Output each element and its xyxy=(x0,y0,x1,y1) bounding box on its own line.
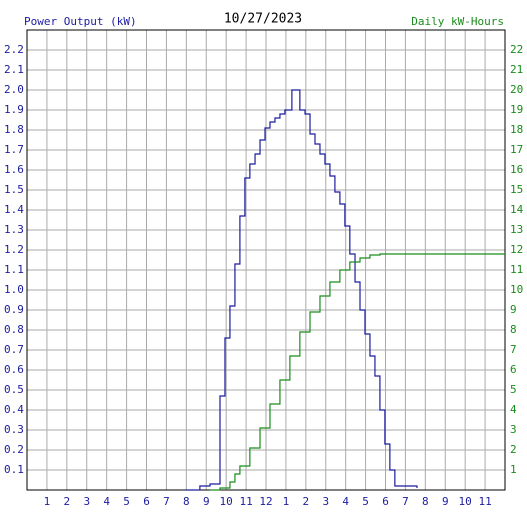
y-tick-label: 0.6 xyxy=(4,363,24,376)
y2-tick-label: 10 xyxy=(510,283,523,296)
x-tick-label: 4 xyxy=(103,495,110,508)
y2-tick-label: 5 xyxy=(510,383,517,396)
x-tick-label: 5 xyxy=(123,495,130,508)
y-tick-label: 2.2 xyxy=(4,43,24,56)
y-tick-label: 1.3 xyxy=(4,223,24,236)
y-tick-label: 0.4 xyxy=(4,403,24,416)
y2-tick-label: 15 xyxy=(510,183,523,196)
y2-tick-label: 6 xyxy=(510,363,517,376)
x-tick-label: 10 xyxy=(459,495,472,508)
y-tick-label: 1.5 xyxy=(4,183,24,196)
y2-tick-label: 17 xyxy=(510,143,523,156)
x-tick-label: 2 xyxy=(64,495,71,508)
y2-tick-label: 12 xyxy=(510,243,523,256)
y2-axis-label: Daily kW-Hours xyxy=(411,15,504,28)
plot-border xyxy=(26,29,506,491)
chart-title: 10/27/2023 xyxy=(224,12,302,27)
x-tick-label: 1 xyxy=(283,495,290,508)
y2-tick-label: 7 xyxy=(510,343,517,356)
x-tick-label: 10 xyxy=(220,495,233,508)
y-tick-label: 0.7 xyxy=(4,343,24,356)
x-tick-label: 5 xyxy=(362,495,369,508)
y-tick-label: 1.9 xyxy=(4,103,24,116)
y-tick-label: 1.7 xyxy=(4,143,24,156)
y2-tick-label: 8 xyxy=(510,323,517,336)
x-tick-label: 9 xyxy=(442,495,449,508)
x-tick-label: 6 xyxy=(143,495,150,508)
y2-tick-label: 11 xyxy=(510,263,523,276)
x-tick-label: 8 xyxy=(422,495,429,508)
x-tick-label: 8 xyxy=(183,495,190,508)
y-axis-label: Power Output (kW) xyxy=(24,15,137,28)
y-tick-label: 0.1 xyxy=(4,463,24,476)
data-line xyxy=(210,253,505,491)
y-tick-label: 1.2 xyxy=(4,243,24,256)
y-tick-label: 1.8 xyxy=(4,123,24,136)
x-tick-label: 7 xyxy=(402,495,409,508)
y2-tick-label: 19 xyxy=(510,103,523,116)
y2-tick-label: 3 xyxy=(510,423,517,436)
y-tick-label: 1.0 xyxy=(4,283,24,296)
y2-tick-label: 1 xyxy=(510,463,517,476)
x-tick-label: 7 xyxy=(163,495,170,508)
y-tick-label: 1.1 xyxy=(4,263,24,276)
data-line xyxy=(184,89,418,491)
y2-tick-label: 22 xyxy=(510,43,523,56)
y-tick-label: 1.4 xyxy=(4,203,24,216)
x-tick-label: 3 xyxy=(83,495,90,508)
y-tick-label: 0.3 xyxy=(4,423,24,436)
y-tick-label: 1.6 xyxy=(4,163,24,176)
y2-tick-label: 4 xyxy=(510,403,517,416)
y2-tick-label: 18 xyxy=(510,123,523,136)
y2-tick-label: 14 xyxy=(510,203,524,216)
y2-tick-label: 2 xyxy=(510,443,517,456)
x-tick-label: 6 xyxy=(382,495,389,508)
x-tick-label: 11 xyxy=(478,495,491,508)
x-tick-label: 3 xyxy=(322,495,329,508)
y-tick-label: 2.1 xyxy=(4,63,24,76)
y2-tick-label: 16 xyxy=(510,163,523,176)
y2-tick-label: 13 xyxy=(510,223,523,236)
y-tick-label: 0.2 xyxy=(4,443,24,456)
y2-tick-label: 9 xyxy=(510,303,517,316)
x-tick-label: 9 xyxy=(203,495,210,508)
x-tick-label: 12 xyxy=(259,495,272,508)
y-tick-label: 0.8 xyxy=(4,323,24,336)
y2-tick-label: 21 xyxy=(510,63,523,76)
y-tick-label: 0.9 xyxy=(4,303,24,316)
y2-tick-label: 20 xyxy=(510,83,523,96)
x-tick-label: 2 xyxy=(303,495,310,508)
y-tick-label: 2.0 xyxy=(4,83,24,96)
y-tick-label: 0.5 xyxy=(4,383,24,396)
x-tick-label: 1 xyxy=(44,495,51,508)
x-tick-label: 4 xyxy=(342,495,349,508)
x-tick-label: 11 xyxy=(239,495,252,508)
